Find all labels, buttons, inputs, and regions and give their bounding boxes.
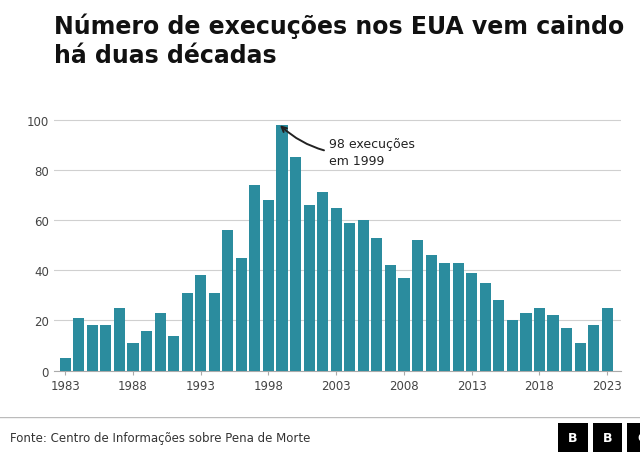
Bar bbox=[575, 343, 586, 371]
Bar bbox=[480, 283, 491, 371]
Bar bbox=[399, 278, 410, 371]
Bar bbox=[250, 185, 260, 371]
Bar bbox=[290, 158, 301, 371]
Bar bbox=[412, 241, 423, 371]
Bar bbox=[507, 321, 518, 371]
Bar bbox=[558, 424, 588, 452]
Bar bbox=[493, 301, 504, 371]
Bar bbox=[466, 273, 477, 371]
Bar bbox=[385, 266, 396, 371]
Bar bbox=[588, 326, 599, 371]
Bar bbox=[602, 308, 613, 371]
Bar bbox=[127, 343, 138, 371]
Bar bbox=[534, 308, 545, 371]
Text: Fonte: Centro de Informações sobre Pena de Morte: Fonte: Centro de Informações sobre Pena … bbox=[10, 431, 310, 444]
Bar bbox=[263, 201, 274, 371]
Bar bbox=[520, 313, 531, 371]
Bar bbox=[222, 230, 234, 371]
Bar bbox=[593, 424, 622, 452]
Text: B: B bbox=[568, 431, 577, 444]
Bar bbox=[60, 358, 71, 371]
Bar bbox=[547, 316, 559, 371]
Text: 98 execuções
em 1999: 98 execuções em 1999 bbox=[282, 128, 415, 168]
Bar bbox=[627, 424, 640, 452]
Bar bbox=[452, 263, 464, 371]
Bar bbox=[426, 256, 436, 371]
Bar bbox=[317, 193, 328, 371]
Bar bbox=[344, 223, 355, 371]
Bar bbox=[182, 293, 193, 371]
Text: Número de execuções nos EUA vem caindo
há duas décadas: Número de execuções nos EUA vem caindo h… bbox=[54, 14, 625, 68]
Text: B: B bbox=[603, 431, 612, 444]
Bar bbox=[154, 313, 166, 371]
Bar bbox=[303, 206, 315, 371]
Bar bbox=[73, 318, 84, 371]
Bar bbox=[561, 328, 572, 371]
Bar bbox=[100, 326, 111, 371]
Bar bbox=[371, 238, 383, 371]
Text: C: C bbox=[637, 431, 640, 444]
Bar bbox=[276, 125, 287, 371]
Bar bbox=[358, 221, 369, 371]
Bar bbox=[439, 263, 450, 371]
Bar bbox=[209, 293, 220, 371]
Bar bbox=[141, 331, 152, 371]
Bar bbox=[87, 326, 98, 371]
Bar bbox=[195, 276, 206, 371]
Bar bbox=[168, 336, 179, 371]
Bar bbox=[114, 308, 125, 371]
Bar bbox=[331, 208, 342, 371]
Bar bbox=[236, 258, 247, 371]
